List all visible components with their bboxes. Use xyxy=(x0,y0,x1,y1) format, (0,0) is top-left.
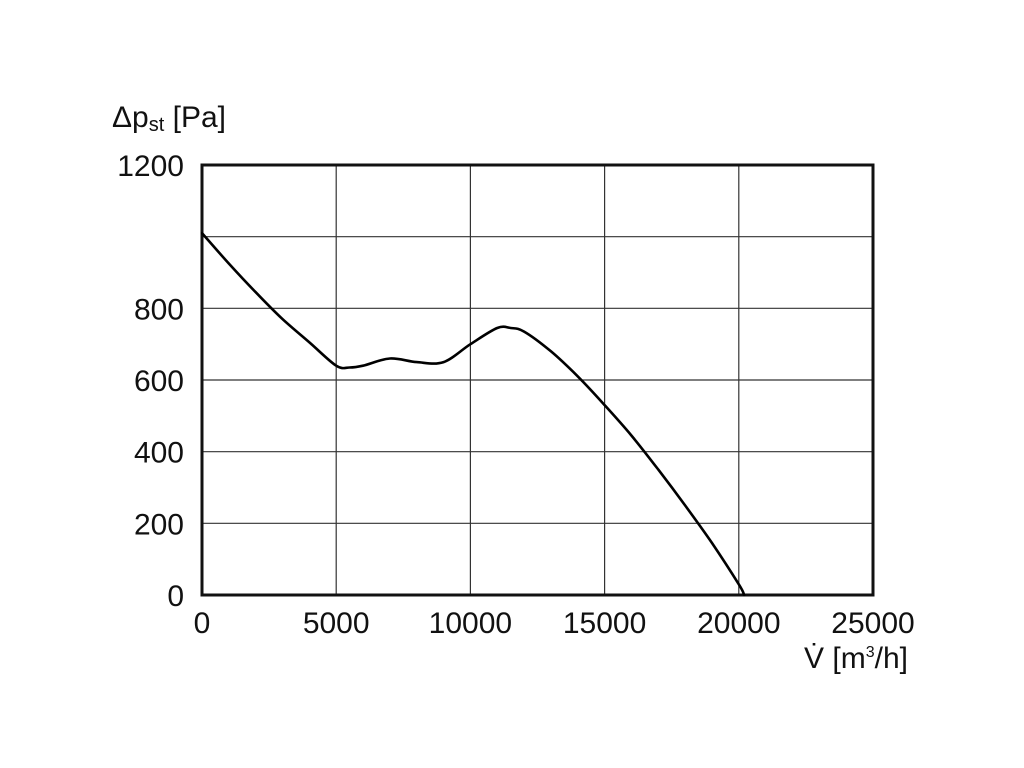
x-tick-label: 5000 xyxy=(303,607,370,640)
x-axis-ticks: 0 5000 10000 15000 20000 25000 xyxy=(194,607,915,640)
series-group xyxy=(200,231,746,597)
y-tick-label: 400 xyxy=(134,437,184,470)
x-tick-label: 0 xyxy=(194,607,211,640)
x-axis-label: V̇ [m3/h] xyxy=(804,642,908,675)
y-tick-label: 0 xyxy=(167,580,184,613)
y-axis-label: Δpst [Pa] xyxy=(112,101,226,136)
y-axis-label-symbol: Δp xyxy=(112,101,149,134)
y-tick-label: 1200 xyxy=(117,150,184,183)
x-tick-label: 25000 xyxy=(831,607,914,640)
y-tick-label: 200 xyxy=(134,508,184,541)
y-tick-label: 800 xyxy=(134,293,184,326)
x-tick-label: 15000 xyxy=(563,607,646,640)
y-tick-label: 600 xyxy=(134,365,184,398)
x-axis-label-unit-suffix: /h] xyxy=(875,642,908,675)
x-axis-label-symbol: V̇ xyxy=(804,642,824,675)
x-axis-label-unit-sup: 3 xyxy=(866,644,875,661)
x-tick-label: 10000 xyxy=(429,607,512,640)
grid xyxy=(202,165,873,595)
series-line-0 xyxy=(200,231,746,597)
plot-frame xyxy=(200,163,875,597)
x-tick-label: 20000 xyxy=(697,607,780,640)
x-axis-label-unit-prefix: [m xyxy=(824,642,866,675)
y-axis-ticks: 0 200 400 600 800 1200 xyxy=(117,150,184,613)
y-axis-label-unit: [Pa] xyxy=(164,101,226,134)
y-axis-label-subscript: st xyxy=(149,114,165,136)
